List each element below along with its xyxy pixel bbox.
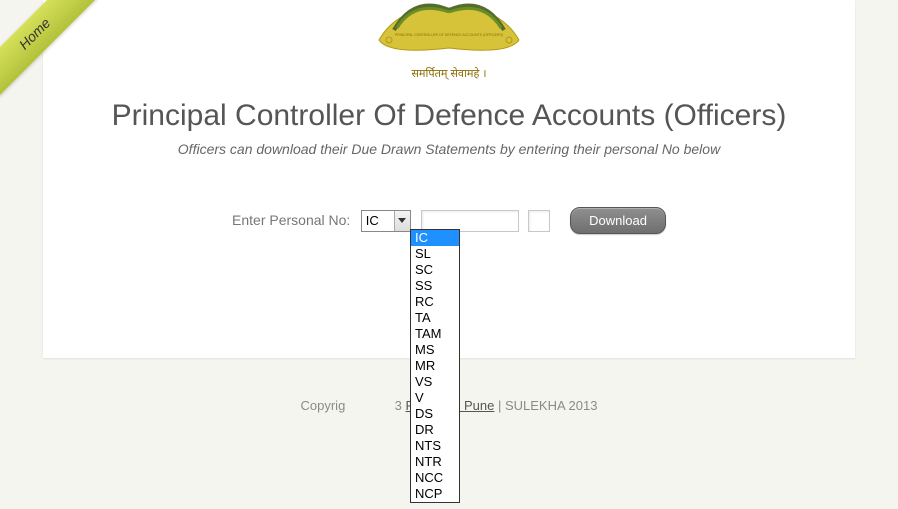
prefix-option[interactable]: IC bbox=[411, 230, 459, 246]
page-title: Principal Controller Of Defence Accounts… bbox=[43, 99, 855, 133]
prefix-option[interactable]: SC bbox=[411, 262, 459, 278]
suffix-input[interactable] bbox=[528, 210, 550, 232]
prefix-option[interactable]: RC bbox=[411, 294, 459, 310]
home-ribbon[interactable]: Home bbox=[0, 0, 100, 100]
prefix-dropdown-list[interactable]: ICSLSCSSRCTATAMMSMRVSVDSDRNTSNTRNCCNCP bbox=[410, 229, 460, 503]
prefix-option[interactable]: TA bbox=[411, 310, 459, 326]
prefix-option[interactable]: NCP bbox=[411, 486, 459, 502]
download-button[interactable]: Download bbox=[570, 207, 666, 234]
prefix-option[interactable]: MR bbox=[411, 358, 459, 374]
prefix-option[interactable]: MS bbox=[411, 342, 459, 358]
emblem-top-line: PRINCIPAL CONTROLLER OF DEFENCE ACCOUNTS… bbox=[395, 33, 503, 37]
prefix-option[interactable]: TAM bbox=[411, 326, 459, 342]
prefix-option[interactable]: SL bbox=[411, 246, 459, 262]
chevron-down-icon bbox=[394, 211, 410, 231]
emblem: PRINCIPAL CONTROLLER OF DEFENCE ACCOUNTS… bbox=[43, 0, 855, 81]
prefix-option[interactable]: DR bbox=[411, 422, 459, 438]
prefix-select[interactable]: IC bbox=[361, 210, 411, 232]
footer-copyright: Copyrig bbox=[301, 398, 346, 413]
page-subtitle: Officers can download their Due Drawn St… bbox=[43, 141, 855, 157]
prefix-option[interactable]: VS bbox=[411, 374, 459, 390]
prefix-option[interactable]: V bbox=[411, 390, 459, 406]
prefix-option[interactable]: DS bbox=[411, 406, 459, 422]
home-ribbon-label: Home bbox=[0, 0, 98, 97]
emblem-motto: समर्पितम् सेवामहे । bbox=[43, 66, 855, 81]
prefix-option[interactable]: SS bbox=[411, 278, 459, 294]
footer-right: | SULEKHA 2013 bbox=[494, 398, 597, 413]
prefix-option[interactable]: NTR bbox=[411, 454, 459, 470]
prefix-option[interactable]: NTS bbox=[411, 438, 459, 454]
prefix-option[interactable]: NCC bbox=[411, 470, 459, 486]
prefix-select-value: IC bbox=[366, 213, 379, 228]
personal-no-label: Enter Personal No: bbox=[232, 212, 350, 228]
